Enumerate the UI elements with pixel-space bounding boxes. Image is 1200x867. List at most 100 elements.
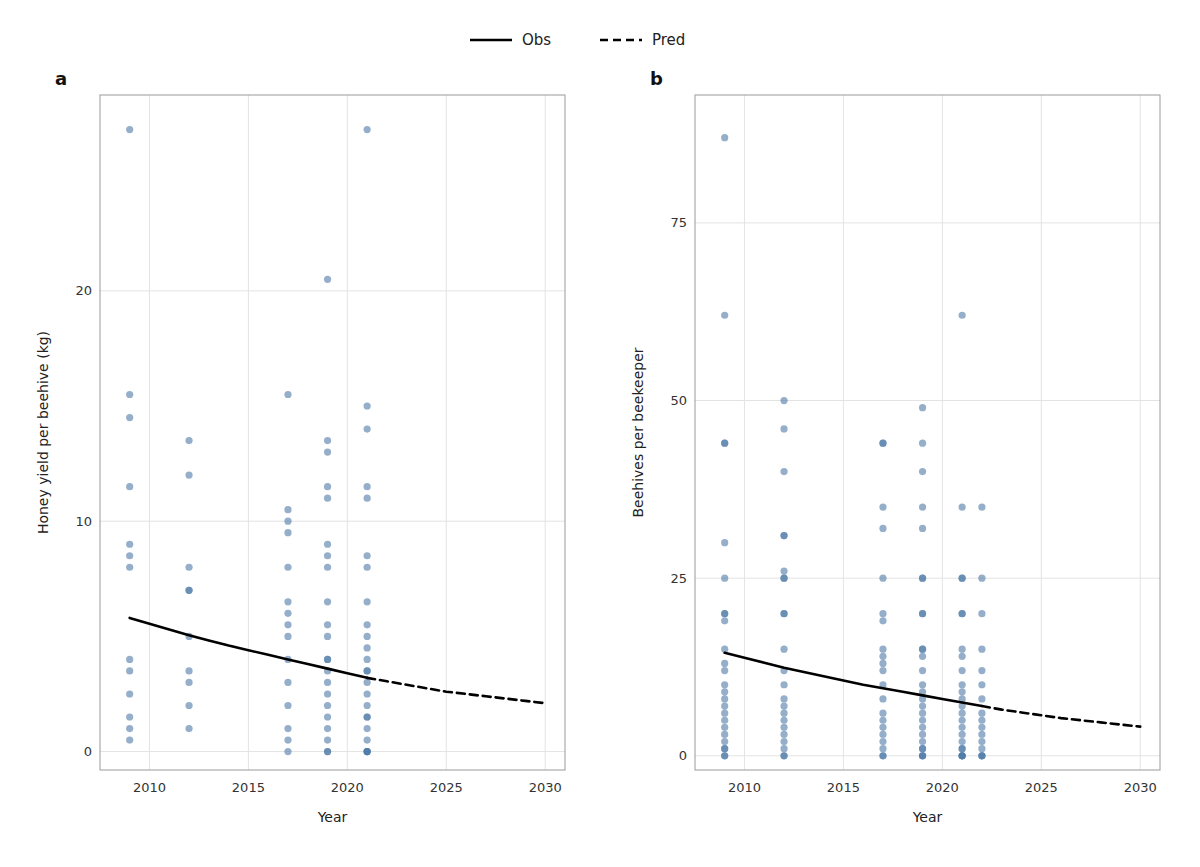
legend: ObsPred	[470, 31, 685, 49]
line	[130, 618, 367, 678]
point	[780, 752, 787, 759]
panel-label: b	[650, 68, 663, 89]
point	[780, 710, 787, 717]
point	[879, 440, 886, 447]
grid-line	[695, 578, 1160, 579]
tick-label: 50	[670, 393, 687, 408]
point	[978, 745, 985, 752]
point	[919, 731, 926, 738]
point	[978, 752, 985, 759]
point	[721, 660, 728, 667]
point	[978, 717, 985, 724]
point	[126, 690, 133, 697]
y-axis-label: Honey yield per beehive (kg)	[35, 331, 51, 534]
point	[919, 745, 926, 752]
point	[324, 495, 331, 502]
marks	[721, 134, 1140, 759]
point	[721, 695, 728, 702]
point	[364, 483, 371, 490]
point	[185, 564, 192, 571]
point	[780, 695, 787, 702]
point	[959, 575, 966, 582]
point	[721, 724, 728, 731]
point	[185, 587, 192, 594]
grid-line	[149, 95, 150, 770]
point	[959, 738, 966, 745]
point	[284, 518, 291, 525]
point	[978, 752, 985, 759]
grid-line	[1041, 95, 1042, 770]
point	[364, 402, 371, 409]
point	[284, 598, 291, 605]
tick-label: 2020	[926, 780, 959, 795]
point	[978, 731, 985, 738]
point	[959, 312, 966, 319]
point	[364, 425, 371, 432]
point	[185, 679, 192, 686]
point	[959, 688, 966, 695]
grid-line	[843, 95, 844, 770]
point	[721, 752, 728, 759]
point	[780, 738, 787, 745]
point	[780, 532, 787, 539]
point	[879, 653, 886, 660]
chart-root: 2010201520202025203001020YearHoney yield…	[0, 0, 1200, 867]
point	[919, 752, 926, 759]
panel: 2010201520202025203001020YearHoney yield…	[35, 68, 565, 825]
point	[978, 646, 985, 653]
point	[879, 575, 886, 582]
point	[324, 633, 331, 640]
point	[780, 681, 787, 688]
point	[959, 646, 966, 653]
tick-label: 2025	[1025, 780, 1058, 795]
point	[959, 752, 966, 759]
point	[959, 710, 966, 717]
point	[780, 575, 787, 582]
point	[919, 667, 926, 674]
point	[978, 695, 985, 702]
point	[780, 752, 787, 759]
point	[721, 312, 728, 319]
point	[879, 440, 886, 447]
point	[879, 752, 886, 759]
tick-label: 25	[670, 571, 687, 586]
point	[324, 713, 331, 720]
point	[879, 738, 886, 745]
point	[185, 437, 192, 444]
grid-line	[695, 222, 1160, 223]
point	[364, 552, 371, 559]
point	[879, 710, 886, 717]
tick-label: 2015	[232, 780, 265, 795]
point	[324, 679, 331, 686]
point	[919, 440, 926, 447]
plot-background	[100, 95, 565, 770]
point	[978, 681, 985, 688]
point	[721, 745, 728, 752]
point	[780, 731, 787, 738]
point	[364, 667, 371, 674]
point	[364, 564, 371, 571]
point	[919, 653, 926, 660]
point	[284, 391, 291, 398]
tick-label: 2025	[430, 780, 463, 795]
tick-label: 0	[84, 744, 92, 759]
point	[721, 134, 728, 141]
point	[978, 752, 985, 759]
point	[284, 564, 291, 571]
point	[959, 752, 966, 759]
point	[959, 681, 966, 688]
point	[324, 656, 331, 663]
grid-line	[695, 755, 1160, 756]
point	[919, 404, 926, 411]
point	[919, 610, 926, 617]
point	[721, 610, 728, 617]
point	[364, 679, 371, 686]
point	[780, 745, 787, 752]
point	[919, 702, 926, 709]
point	[185, 587, 192, 594]
point	[364, 713, 371, 720]
point	[919, 610, 926, 617]
plot-frame	[100, 95, 565, 770]
point	[126, 483, 133, 490]
point	[721, 539, 728, 546]
